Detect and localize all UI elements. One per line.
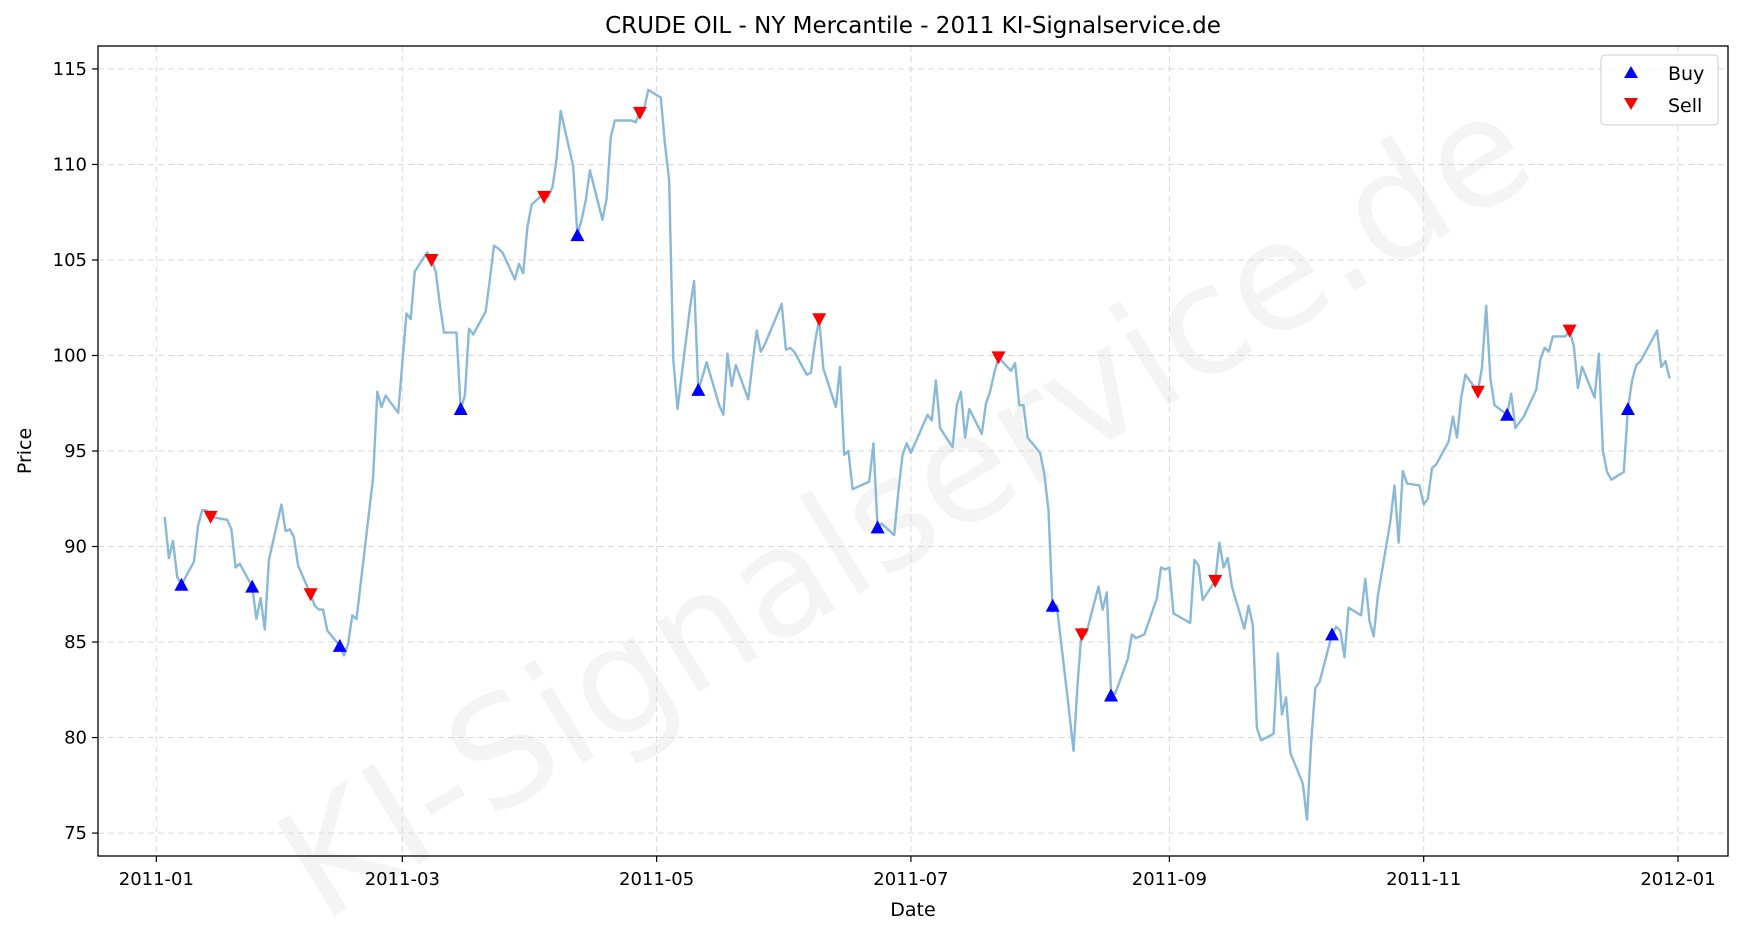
- price-line: [163, 88, 1671, 821]
- y-tick-label: 85: [64, 632, 87, 653]
- buy-marker: [870, 520, 885, 534]
- y-tick-label: 80: [64, 728, 87, 749]
- buy-marker: [570, 228, 585, 242]
- sell-marker: [991, 351, 1006, 365]
- x-tick-label: 2011-07: [873, 869, 948, 890]
- sell-marker: [537, 190, 552, 204]
- legend: Buy Sell: [1600, 54, 1719, 126]
- legend-buy-symbol: [1624, 66, 1638, 78]
- buy-marker: [453, 402, 468, 415]
- buy-marker: [245, 579, 260, 593]
- marker-layer: [174, 106, 1635, 702]
- y-tick-label: 105: [53, 250, 87, 271]
- buy-marker: [1325, 627, 1339, 641]
- x-axis: 2011-01 2011-03 2011-05 2011-07 2011-09 2011-…: [119, 856, 1716, 890]
- sell-marker: [812, 313, 827, 327]
- y-tick-label: 110: [53, 154, 87, 175]
- sell-marker: [203, 510, 218, 524]
- sell-marker: [1208, 574, 1223, 588]
- legend-buy-label: Buy: [1668, 63, 1704, 85]
- grid: [98, 46, 1728, 856]
- x-axis-title: Date: [890, 899, 935, 921]
- y-axis-title: Price: [14, 428, 36, 474]
- buy-marker: [1500, 407, 1515, 421]
- sell-marker: [1074, 628, 1089, 642]
- buy-marker: [1104, 688, 1118, 702]
- sell-marker: [1562, 324, 1577, 338]
- y-axis: 75 80 85 90 95 100 105 110 115: [53, 59, 98, 844]
- buy-marker: [174, 577, 189, 591]
- buy-marker: [332, 638, 347, 652]
- x-tick-label: 2011-09: [1132, 869, 1207, 890]
- buy-marker: [691, 382, 706, 396]
- x-tick-label: 2012-01: [1640, 869, 1715, 890]
- x-tick-label: 2011-05: [619, 869, 694, 890]
- y-tick-label: 100: [53, 345, 87, 366]
- legend-sell-label: Sell: [1668, 95, 1702, 117]
- x-tick-label: 2011-11: [1386, 869, 1461, 890]
- buy-marker: [1620, 402, 1635, 415]
- chart-title: CRUDE OIL - NY Mercantile - 2011 KI-Sign…: [605, 13, 1221, 39]
- y-tick-label: 90: [64, 537, 87, 558]
- sell-marker: [1470, 385, 1485, 399]
- y-tick-label: 75: [64, 823, 87, 844]
- x-tick-label: 2011-03: [365, 869, 440, 890]
- series-layer: [163, 88, 1671, 821]
- sell-marker: [303, 588, 318, 602]
- buy-marker: [1045, 598, 1060, 612]
- sell-marker: [632, 106, 647, 120]
- x-tick-label: 2011-01: [119, 869, 194, 890]
- sell-marker: [424, 254, 439, 267]
- legend-sell-symbol: [1624, 98, 1638, 110]
- y-tick-label: 115: [53, 59, 87, 80]
- y-tick-label: 95: [64, 441, 87, 462]
